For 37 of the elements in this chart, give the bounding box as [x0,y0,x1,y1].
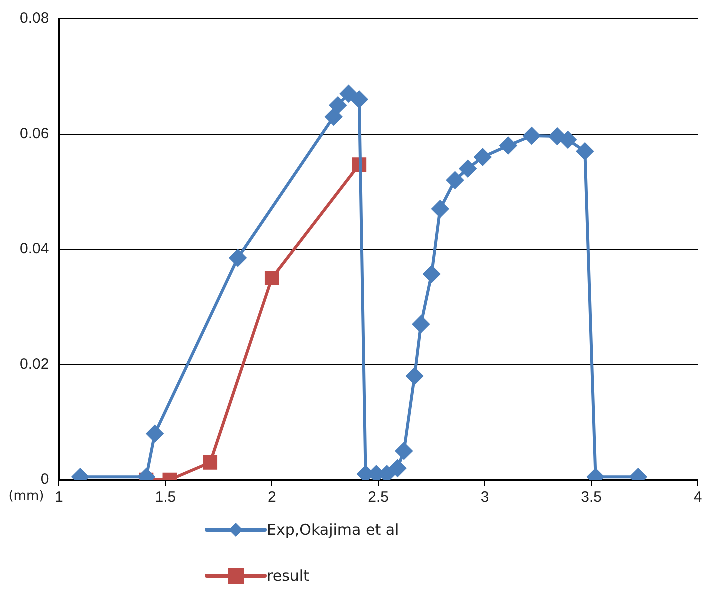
point [423,266,440,283]
point [432,200,449,218]
x-axis-title: (mm) [8,488,44,504]
y-tick-label: 0.02 [20,356,50,373]
point [460,160,477,178]
point [548,128,566,146]
y-tick-label: 0.06 [20,125,50,142]
y-tick-label: 0 [40,471,50,488]
x-tick-label: 3.5 [581,489,602,506]
point [330,96,347,114]
point [230,250,247,267]
x-tick-label: 2 [268,489,276,506]
point [412,316,430,333]
x-tick-label: 3 [480,489,490,506]
point [560,132,577,149]
x-tick-label: 1.5 [155,489,176,506]
x-tick-label: 1 [55,489,64,506]
legend-label: result [267,567,310,585]
point [325,108,342,126]
point [264,271,280,286]
point [203,456,218,470]
x-tick-label: 2.5 [368,489,390,506]
point [389,460,406,477]
point [474,148,492,166]
y-tick-label: 0.08 [20,10,50,28]
point [446,172,464,189]
x-tick-label: 4 [694,489,702,506]
y-tick-label: 0.04 [20,240,50,258]
point [340,85,358,102]
point [406,368,424,385]
point [350,91,368,108]
legend-label: Exp,Okajima et al [267,521,400,539]
point [146,425,164,442]
point [523,127,540,144]
point [500,137,517,154]
point [396,442,413,460]
point [576,143,594,160]
